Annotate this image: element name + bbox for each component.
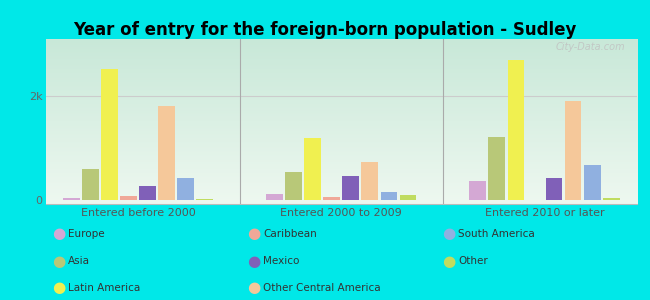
Bar — [177, 178, 194, 200]
Bar — [545, 178, 562, 200]
Bar — [304, 138, 321, 200]
Text: ●: ● — [247, 226, 260, 242]
Bar — [565, 101, 582, 200]
Text: ●: ● — [52, 254, 65, 268]
Bar — [361, 162, 378, 200]
Text: City-Data.com: City-Data.com — [556, 42, 625, 52]
Bar — [82, 169, 99, 200]
Bar — [603, 197, 619, 200]
Text: ●: ● — [442, 254, 455, 268]
Text: South America: South America — [458, 229, 535, 239]
Bar — [489, 136, 505, 200]
Text: Latin America: Latin America — [68, 283, 140, 293]
Bar — [101, 69, 118, 200]
Bar — [323, 197, 340, 200]
Text: ●: ● — [247, 280, 260, 296]
Bar — [158, 106, 175, 200]
Text: ●: ● — [247, 254, 260, 268]
Text: Other: Other — [458, 256, 488, 266]
Bar — [285, 172, 302, 200]
Text: ●: ● — [52, 226, 65, 242]
Bar — [120, 196, 137, 200]
Bar — [584, 165, 601, 200]
Text: Caribbean: Caribbean — [263, 229, 317, 239]
Text: ●: ● — [52, 280, 65, 296]
Text: Mexico: Mexico — [263, 256, 300, 266]
Bar — [343, 176, 359, 200]
Bar — [380, 191, 397, 200]
Text: Other Central America: Other Central America — [263, 283, 381, 293]
Text: Europe: Europe — [68, 229, 105, 239]
Bar — [196, 199, 213, 200]
Bar — [139, 186, 156, 200]
Bar — [266, 194, 283, 200]
Bar — [400, 195, 417, 200]
Bar — [508, 60, 525, 200]
Bar — [469, 181, 486, 200]
Text: Asia: Asia — [68, 256, 90, 266]
Text: ●: ● — [442, 226, 455, 242]
Bar — [63, 198, 80, 200]
Text: Year of entry for the foreign-born population - Sudley: Year of entry for the foreign-born popul… — [73, 21, 577, 39]
